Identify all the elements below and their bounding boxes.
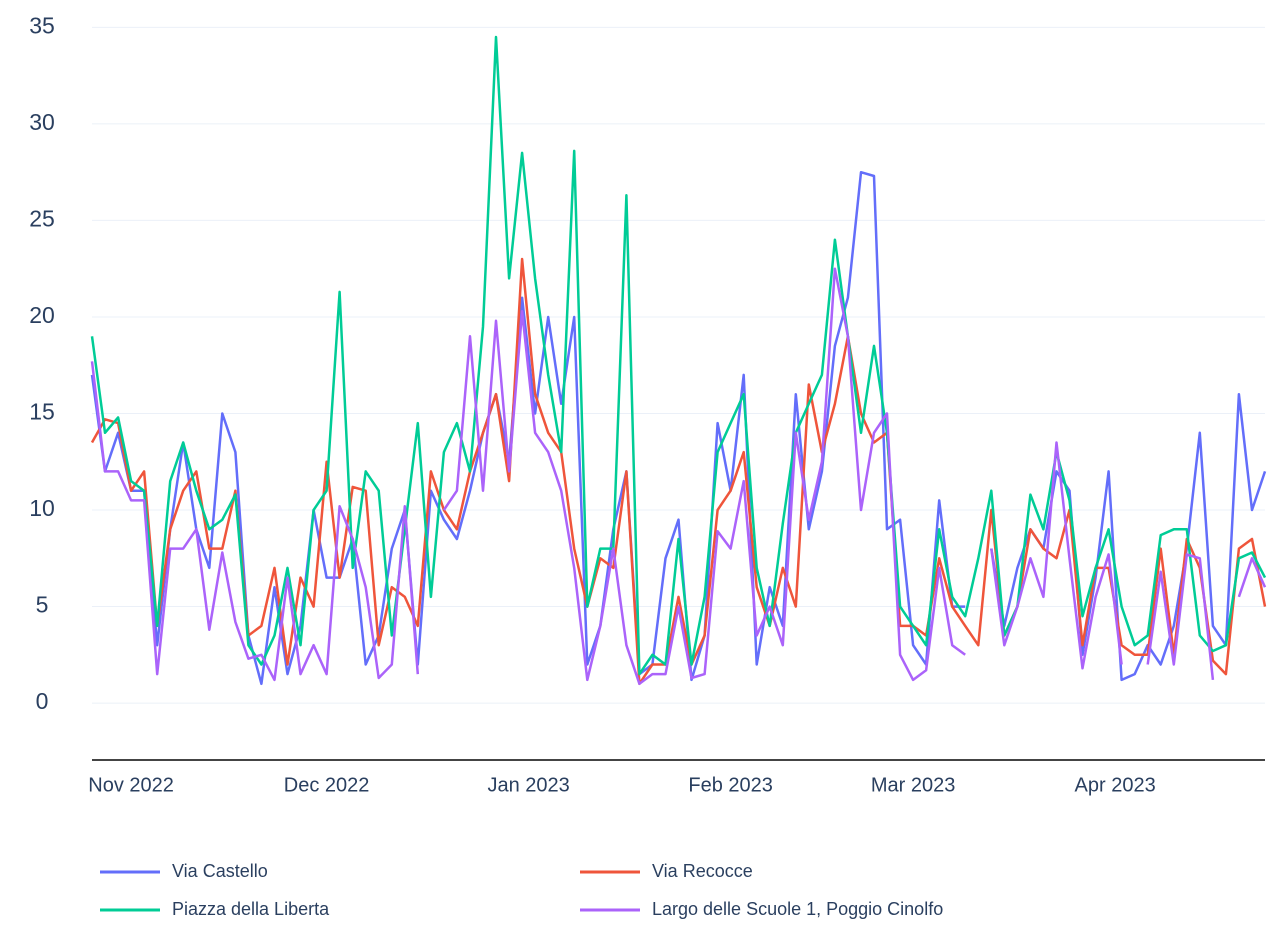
x-tick-label: Mar 2023 [871,774,956,796]
series-line [90,35,1267,676]
x-tick-label: Jan 2023 [487,774,569,796]
x-tick-label: Feb 2023 [688,774,773,796]
y-tick-label: 5 [36,592,49,618]
legend-label: Via Recocce [652,861,753,881]
y-tick-label: 15 [29,399,55,425]
y-tick-label: 30 [29,109,55,135]
y-tick-label: 20 [29,302,55,328]
y-tick-label: 10 [29,495,55,521]
legend-label: Largo delle Scuole 1, Poggio Cinolfo [652,899,943,919]
x-tick-label: Nov 2022 [88,774,174,796]
x-tick-label: Dec 2022 [284,774,370,796]
y-tick-label: 25 [29,206,55,232]
x-tick-label: Apr 2023 [1075,774,1156,796]
y-tick-label: 35 [29,12,55,38]
series-line [90,267,1267,686]
y-tick-label: 0 [36,688,49,714]
legend-label: Via Castello [172,861,268,881]
legend-label: Piazza della Liberta [172,899,330,919]
